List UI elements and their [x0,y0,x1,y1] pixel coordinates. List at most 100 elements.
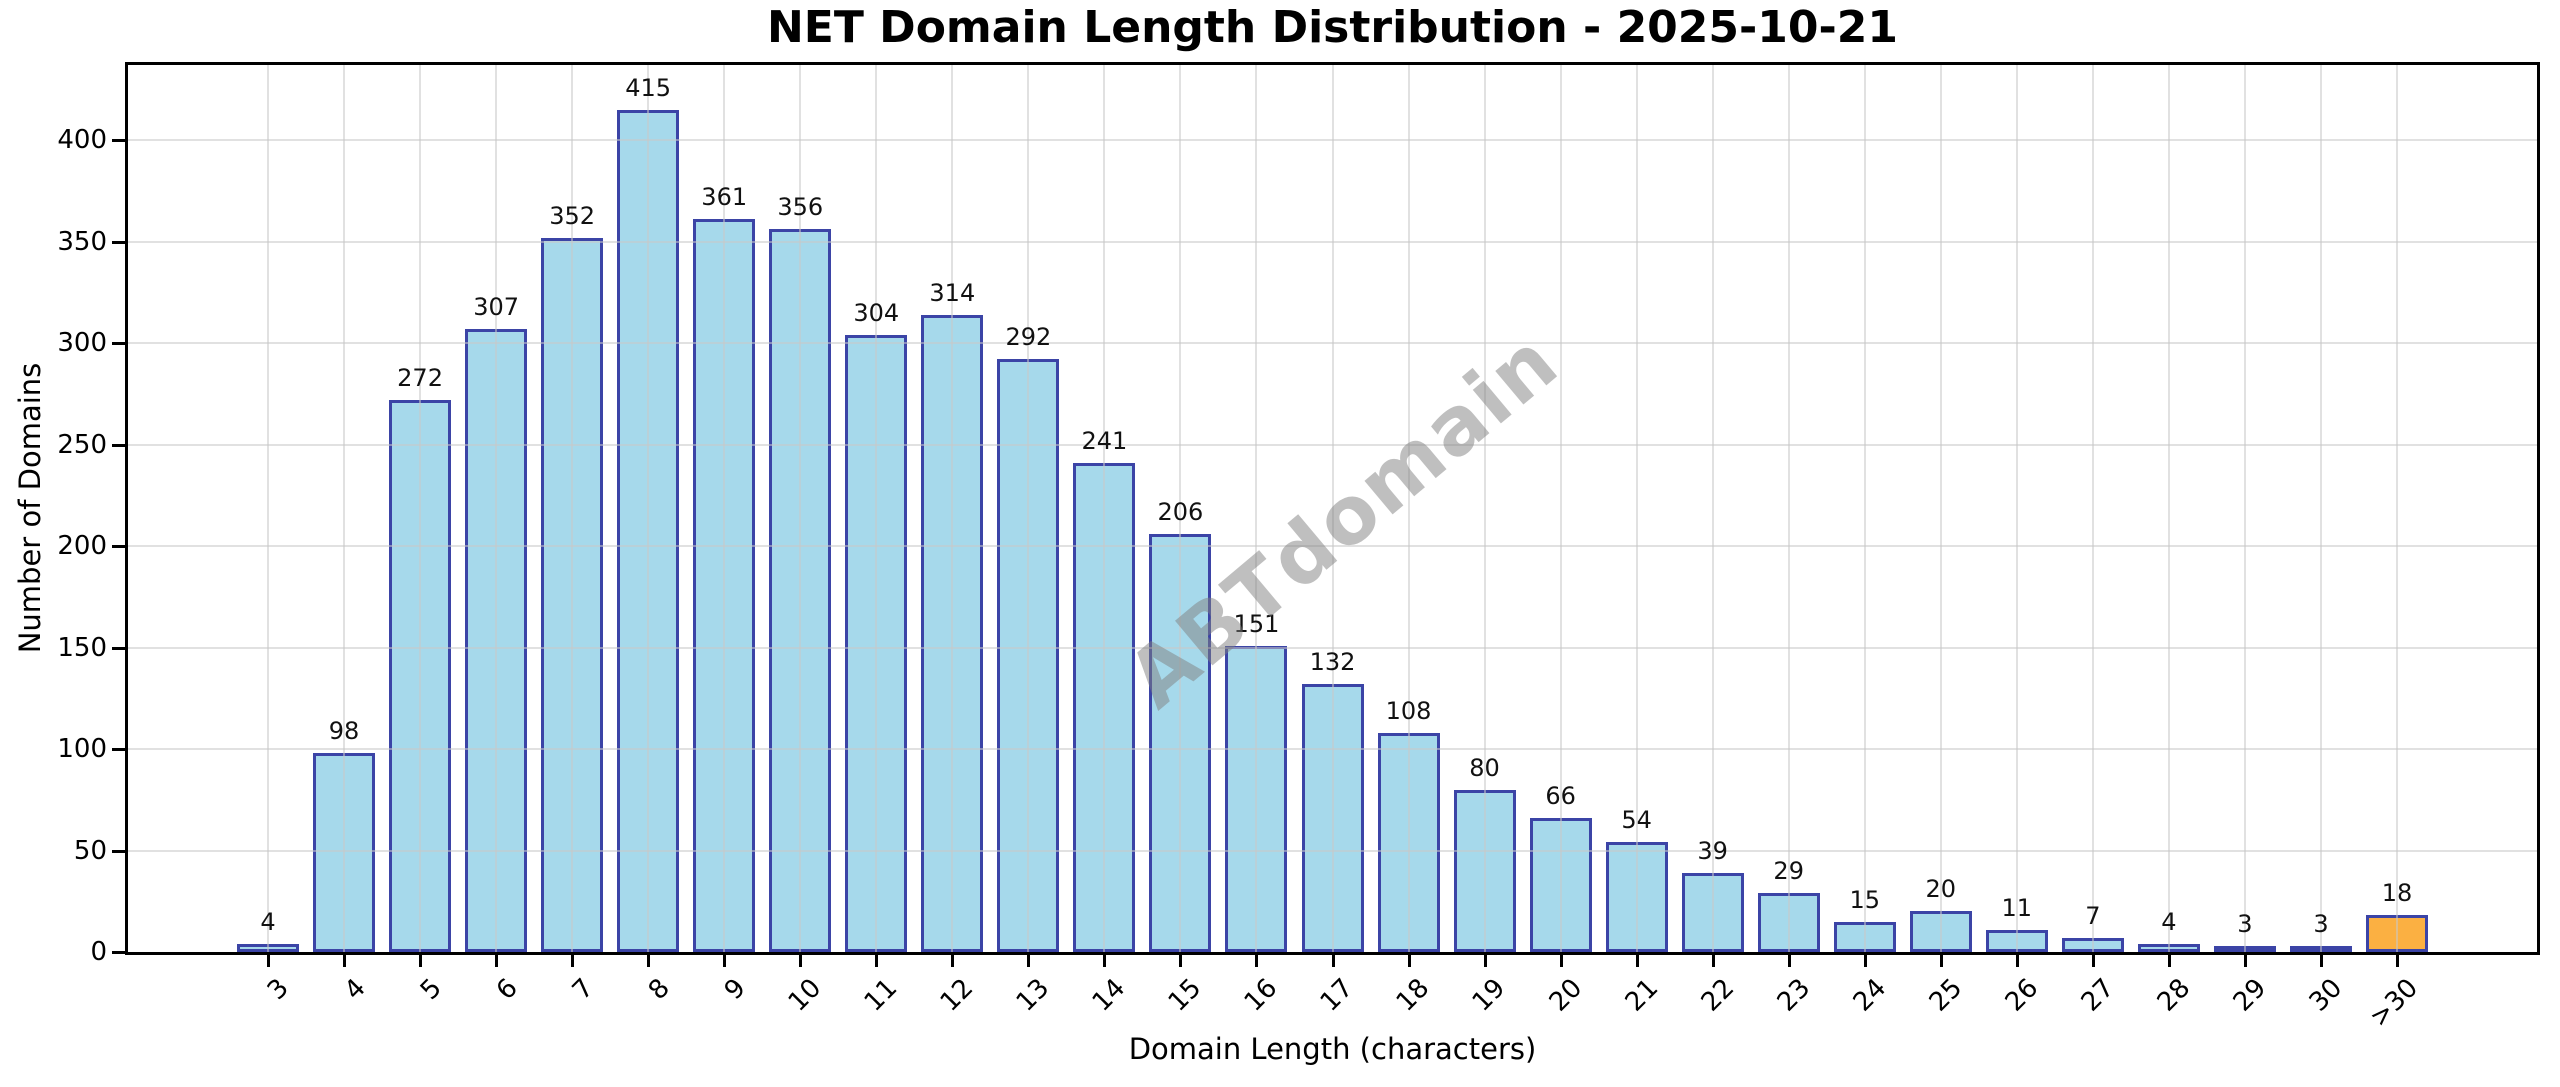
bar [389,400,452,952]
x-tick-mark [2167,955,2171,967]
bar [1833,922,1896,952]
bar-value-label: 352 [549,202,596,230]
x-tick-mark [2091,955,2095,967]
gridline-v [1711,65,1714,952]
y-tick-mark [112,748,125,752]
bar [2289,946,2352,952]
x-tick-mark [495,955,499,967]
x-tick-mark [267,955,270,967]
bar-value-label: 15 [1849,886,1881,914]
y-tick-label: 200 [57,531,107,562]
x-tick-label: 4 [338,973,372,1006]
bar [1757,893,1820,952]
x-axis-label: Domain Length (characters) [1128,1032,1537,1066]
bar [769,229,832,952]
x-tick-label: 3 [262,973,296,1006]
x-tick-mark [2243,955,2247,967]
gridline-v [1863,65,1866,952]
gridline-v [2091,65,2094,952]
x-tick-mark [1559,955,1563,967]
bar-value-label: 3 [2313,910,2329,938]
x-tick-label: 8 [642,973,676,1006]
x-tick-mark [1635,955,1639,967]
y-tick-mark [112,951,125,954]
bar-value-label: 304 [853,299,900,327]
y-tick-label: 250 [57,429,107,460]
bar [465,329,528,952]
gridline-v [2396,65,2398,952]
bar-value-label: 54 [1621,806,1652,834]
bar [313,753,376,952]
x-tick-mark [1483,955,1487,967]
gridline-v [2167,65,2170,952]
bar [845,335,908,952]
bar-value-label: 307 [473,293,519,321]
bar [2213,946,2276,952]
x-tick-label: 21 [1619,973,1664,1018]
gridline-v [1939,65,1942,952]
x-tick-label: 5 [414,973,448,1006]
bar [921,315,984,952]
x-tick-label: 16 [1239,973,1284,1018]
bar-value-label: 4 [260,908,276,936]
bar-value-label: 241 [1081,427,1128,455]
x-tick-mark [1103,955,1107,967]
bar-value-label: 206 [1157,498,1204,526]
y-tick-mark [112,139,125,143]
x-tick-label: 19 [1467,973,1512,1018]
x-tick-mark [799,955,803,967]
x-tick-mark [1331,955,1335,967]
bar [1909,911,1972,952]
x-tick-mark [1939,955,1943,967]
x-tick-mark [571,955,575,967]
x-tick-mark [1179,955,1183,967]
bar-value-label: 80 [1469,754,1500,782]
bar [1377,733,1440,952]
x-tick-mark [343,955,347,967]
x-tick-label: 14 [1087,973,1132,1018]
bar [617,110,680,952]
x-tick-mark [1863,955,1867,967]
y-tick-label: 350 [57,226,107,257]
x-tick-label: 22 [1695,973,1740,1018]
bar [1681,873,1744,952]
x-tick-label: 7 [566,973,600,1006]
x-tick-label: 23 [1771,973,1816,1018]
x-tick-mark [1711,955,1715,967]
x-tick-label: 15 [1163,973,1208,1018]
bar-value-label: 4 [2161,908,2177,936]
bar-value-label: 3 [2237,910,2253,938]
bar-value-label: 361 [701,183,748,211]
x-tick-mark [1255,955,1259,967]
gridline-v [2319,65,2322,952]
bar [1453,790,1516,952]
x-tick-mark [2319,955,2323,967]
x-tick-label: 12 [934,973,980,1018]
bar-value-label: 98 [328,717,360,745]
x-tick-label: 18 [1391,973,1436,1018]
y-tick-mark [112,646,125,650]
gridline-v [1787,65,1790,952]
x-tick-label: 28 [2151,973,2197,1018]
x-tick-mark [1027,955,1031,967]
x-tick-mark [419,955,423,967]
bar [1605,842,1668,952]
bar [1985,930,2048,952]
y-tick-mark [112,545,125,549]
x-tick-mark [647,955,651,967]
bar-value-label: 18 [2381,879,2413,907]
bar [237,944,299,952]
y-tick-label: 100 [57,734,107,765]
x-tick-label: 6 [490,973,524,1006]
bar-value-label: 29 [1773,857,1804,885]
y-tick-mark [112,342,125,346]
bar-value-label: 151 [1233,610,1280,638]
x-tick-mark [723,955,727,967]
x-tick-label: 26 [1999,973,2045,1018]
gridline-v [267,65,269,952]
x-tick-mark [875,955,879,967]
x-tick-mark [1787,955,1791,967]
bar-value-label: 314 [929,279,976,307]
bar-value-label: 356 [777,193,824,221]
